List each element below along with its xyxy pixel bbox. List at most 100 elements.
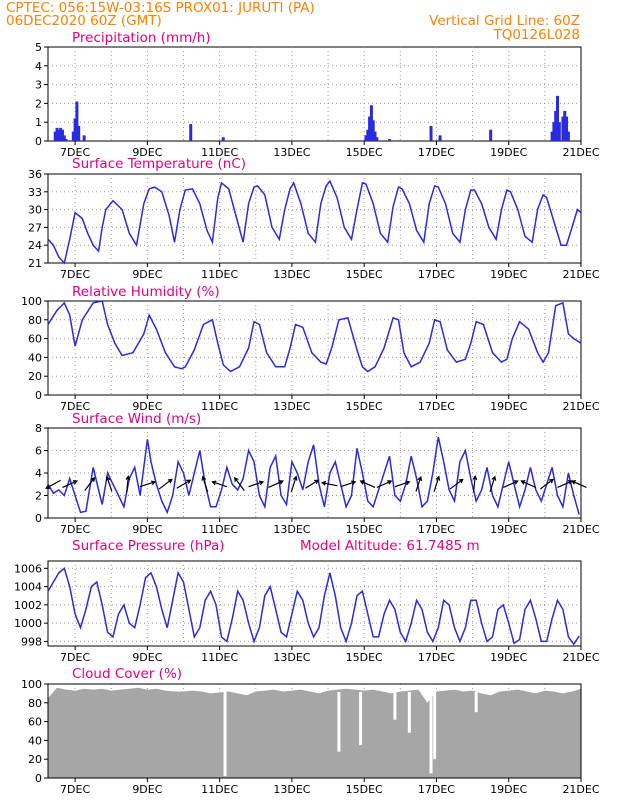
wind-grid [48,428,581,518]
precipitation-grid [48,47,581,141]
wind-ytick-label: 0 [35,512,42,525]
precipitation-title: Precipitation (mm/h) [72,30,211,46]
cloud-cover-title: Cloud Cover (%) [72,666,182,682]
precip-bar [75,101,79,141]
header-station: CPTEC: 056:15W-03:16S PROX01: JURUTI (PA… [6,0,315,16]
humidity-ytick-label: 0 [35,389,42,402]
cloud-cover-xtick-label: 11DEC [201,783,238,796]
pressure-xtick-label: 17DEC [418,651,455,664]
wind-ytick-label: 6 [35,445,42,458]
pressure-grid [48,561,581,646]
cloud-cover-dip [337,692,341,752]
temperature-ytick-label: 21 [28,257,42,270]
precip-bar [561,116,565,141]
wind-ytick-label: 2 [35,490,42,503]
wind-arrow [139,480,157,488]
precip-bar [438,135,442,141]
precipitation-xtick-label: 19DEC [490,146,527,159]
temperature-ytick-label: 36 [28,168,42,181]
panel-precipitation: 0 1 2 3 4 5 7DEC 9DEC 11DEC 13DEC 15DEC 17DEC 19DEC 2… [35,30,600,159]
wind-arrow [557,480,574,488]
precip-bar [566,131,570,141]
precip-bar [563,110,567,141]
wind-arrow [176,479,192,489]
precip-bar [82,135,86,141]
precip-bar [489,129,493,141]
temperature-grid [48,174,581,263]
wind-arrow [201,475,209,493]
pressure-xtick-label: 13DEC [273,651,310,664]
cloud-cover-xtick-label: 19DEC [490,783,527,796]
precip-bar [55,127,59,141]
wind-arrow [305,479,320,489]
panel-pressure: 998 1000 1002 1004 1006 7DEC 9DEC 11DEC 13DEC 15D… [14,538,600,664]
precipitation-xtick-label: 17DEC [418,146,455,159]
wind-arrow [539,478,555,490]
cloud-cover-xtick-label: 21DEC [562,783,599,796]
precip-bar [557,122,561,141]
precip-bar [368,116,372,141]
wind-xtick-label: 15DEC [346,523,383,536]
cloud-cover-frame-overlay [47,683,582,779]
humidity-xtick-label: 7DEC [60,400,90,413]
precip-bar [64,139,68,141]
pressure-ytick-label: 1002 [14,599,42,612]
cloud-cover-dip [359,692,363,746]
temperature-xtick-label: 15DEC [346,268,383,281]
wind-arrow [415,475,423,492]
cloud-cover-ytick-label: 20 [28,753,42,766]
cloud-cover-xtick-label: 17DEC [418,783,455,796]
precipitation-xtick-label: 21DEC [562,146,599,159]
header-run-date: 06DEC2020 60Z (GMT) [6,13,162,29]
humidity-frame [47,300,582,396]
humidity-ytick-label: 40 [28,351,42,364]
temperature-frame [47,173,582,264]
humidity-xtick-label: 13DEC [273,400,310,413]
precipitation-ytick-label: 1 [35,116,42,129]
precip-bar [429,125,433,141]
cloud-cover-xtick-label: 15DEC [346,783,383,796]
wind-ytick-label: 8 [35,422,42,435]
temperature-line [47,179,582,265]
wind-arrow [321,480,338,487]
wind-arrow [248,480,265,488]
wind-arrow [340,480,357,488]
wind-arrow [84,476,96,492]
cloud-cover-dip [433,692,437,760]
precip-bar [62,135,66,141]
precip-bar [554,110,558,141]
panel-humidity: 0 20 40 60 80 100 7DEC 9DEC 11DEC 13DEC 15DEC 17DEC… [21,284,600,413]
wind-arrow [489,475,497,493]
humidity-xtick-label: 17DEC [418,400,455,413]
temperature-xtick-label: 11DEC [201,268,238,281]
temperature-xtick-label: 13DEC [273,268,310,281]
wind-xtick-label: 19DEC [490,523,527,536]
precip-bar [387,139,391,141]
wind-arrow [211,480,228,488]
precipitation-ytick-label: 2 [35,97,42,110]
pressure-frame [47,560,582,647]
precip-bar [373,131,377,141]
wind-arrow [433,475,441,493]
precip-bar [565,116,569,141]
wind-arrow [570,480,587,488]
wind-xtick-label: 17DEC [418,523,455,536]
panel-wind: 0 2 4 6 8 7DEC 9DEC 11DEC 13DEC 15DEC 17DEC 19DEC 21… [35,411,600,536]
precip-bar [364,135,368,141]
wind-arrow [472,475,478,493]
precip-bar [189,124,193,141]
pressure-xtick-label: 7DEC [60,651,90,664]
humidity-ytick-label: 100 [21,295,42,308]
precipitation-xtick-label: 15DEC [346,146,383,159]
humidity-line [47,300,582,373]
wind-arrows [45,475,587,493]
precip-bar [221,137,225,141]
wind-arrow [520,480,537,488]
precip-bar [53,131,57,141]
precip-bar [369,105,373,141]
panel-temperature: 21 24 27 30 33 36 7DEC 9DEC 11DEC 13DEC 15DEC 17DEC… [28,156,600,281]
wind-arrow [290,475,298,493]
temperature-ytick-label: 33 [28,186,42,199]
humidity-ytick-label: 80 [28,314,42,327]
